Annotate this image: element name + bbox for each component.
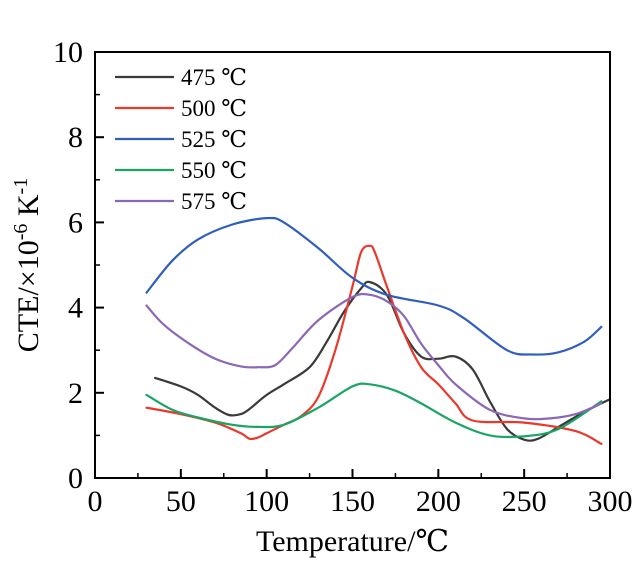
y-axis-title-exp2: -1 [10,178,32,195]
legend-label-4: 550 ℃ [181,158,247,183]
series-line-4 [145,382,603,439]
ticks-layer [94,51,611,479]
y-axis-title-prefix: CTE/×10 [12,240,45,352]
x-tick-label: 100 [244,485,289,518]
y-tick-label: 0 [68,462,83,495]
series-line-5 [145,292,603,421]
series-line-2 [145,244,603,445]
y-tick-label: 8 [68,121,83,154]
legend-label-5: 575 ℃ [181,189,247,214]
x-tick-label: 300 [588,485,633,518]
series-layer [145,216,612,445]
legend-label-2: 500 ℃ [181,96,247,121]
x-tick-label: 50 [166,485,196,518]
y-tick-label: 10 [53,36,83,69]
series-line-1 [154,280,612,442]
x-tick-label: 150 [330,485,375,518]
y-tick-label: 2 [68,377,83,410]
x-tick-label: 200 [416,485,461,518]
tick-labels-layer: 0 50 100 150 200 250 300 0 2 4 6 8 10 [53,36,633,518]
x-tick-label: 0 [88,485,103,518]
legend-label-3: 525 ℃ [181,127,247,152]
legend-label-1: 475 ℃ [181,65,247,90]
y-tick-label: 4 [68,292,83,325]
series-line-3 [145,216,603,356]
y-axis-title-exp1: -6 [10,224,32,241]
legend: 475 ℃ 500 ℃ 525 ℃ 550 ℃ 575 ℃ [115,65,247,214]
x-axis-title: Temperature/℃ [256,525,449,558]
y-tick-label: 6 [68,206,83,239]
y-axis-title-mid: K [12,194,45,224]
x-tick-label: 250 [502,485,547,518]
y-axis-title: CTE/×10-6 K-1 [10,178,45,352]
